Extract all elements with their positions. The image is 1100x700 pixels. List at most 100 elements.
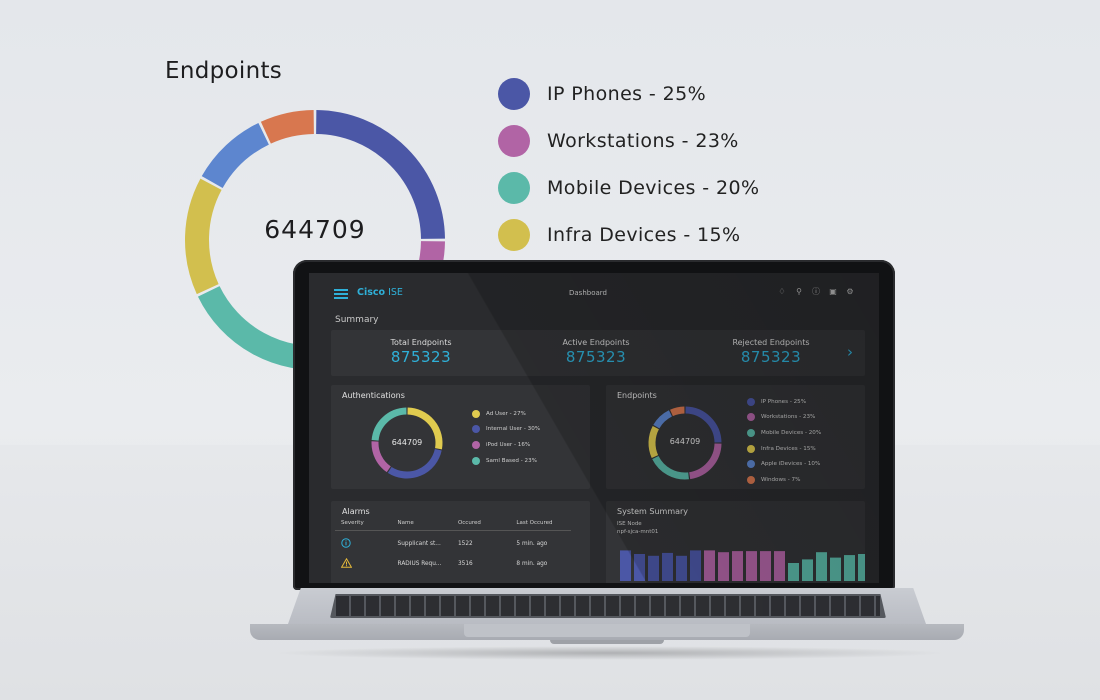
alarms-table-header: Severity Name Occured Last Occured (335, 520, 571, 531)
legend-dot (747, 428, 755, 437)
laptop-screen: Cisco ISE Dashboard ♢ ⚲ ⓘ ▣ ⚙ Summary To… (309, 273, 879, 583)
hero-donut-slice (201, 122, 270, 189)
endpoints-donut-chart (648, 406, 722, 480)
endpoints-donut-slice (653, 410, 673, 429)
system-summary-bar (662, 552, 673, 581)
legend-dot (472, 425, 480, 434)
system-summary-bar (732, 551, 743, 581)
legend-item: Saml Based - 23% (472, 456, 540, 465)
alarm-last-occured: 8 min. ago (516, 561, 548, 567)
laptop-lip (550, 640, 664, 644)
search-icon[interactable]: ⚲ (796, 287, 802, 296)
system-summary-bar (634, 554, 645, 581)
alarm-occured: 1522 (457, 541, 473, 547)
stat-active-endpoints[interactable]: Active Endpoints 875323 (536, 338, 656, 366)
column-header[interactable]: Severity (341, 520, 364, 526)
severity-cell (335, 557, 398, 570)
legend-dot (747, 444, 755, 453)
system-summary-bar (648, 555, 659, 581)
brand-logo[interactable]: Cisco ISE (357, 287, 403, 298)
legend-item: Apple iDevices - 10% (747, 460, 821, 469)
card-title: Alarms (342, 507, 370, 516)
hero-legend-label: Mobile Devices - 20% (547, 177, 760, 199)
system-summary-bar (774, 551, 785, 581)
trackpad (464, 624, 750, 637)
system-summary-bar (760, 551, 771, 581)
bell-icon[interactable]: ♢ (778, 287, 786, 296)
legend-item: Windows - 7% (747, 475, 821, 484)
legend-item: Workstations - 23% (747, 413, 821, 422)
endpoints-legend: IP Phones - 25% Workstations - 23% Mobil… (747, 397, 821, 491)
system-summary-bar (718, 552, 729, 581)
legend-label: iPod User - 16% (486, 441, 531, 448)
keyboard (330, 594, 886, 618)
legend-dot (498, 172, 530, 204)
hero-legend-label: IP Phones - 25% (547, 83, 707, 105)
stat-value: 875323 (390, 348, 452, 366)
legend-item: iPod User - 16% (472, 440, 540, 449)
image-icon[interactable]: ▣ (829, 287, 837, 296)
system-summary-bar (690, 550, 701, 581)
authentications-total: 644709 (391, 438, 423, 447)
severity-cell (335, 538, 398, 550)
legend-label: IP Phones - 25% (761, 398, 807, 405)
legend-label: Ad User - 27% (486, 410, 526, 417)
alarm-name: Supplicant st... (397, 541, 441, 547)
hero-donut-slice (185, 178, 222, 295)
stat-title: Total Endpoints (390, 338, 452, 347)
stat-title: Active Endpoints (562, 338, 630, 347)
system-summary-bar (830, 557, 841, 581)
legend-label: Saml Based - 23% (486, 457, 537, 464)
legend-item: Internal User - 30% (472, 425, 540, 434)
menu-icon[interactable] (334, 289, 348, 299)
summary-label: Summary (335, 315, 379, 325)
legend-label: Windows - 7% (761, 476, 801, 483)
table-row[interactable]: RADIUS Requ... 3516 8 min. ago (335, 557, 571, 570)
legend-label: Mobile Devices - 20% (761, 429, 822, 436)
legend-dot (472, 456, 480, 465)
stat-value: 875323 (740, 348, 802, 366)
hero-title: Endpoints (165, 58, 283, 84)
legend-dot (747, 460, 755, 469)
authentications-legend: Ad User - 27% Internal User - 30% iPod U… (472, 409, 540, 472)
hero-legend: IP Phones - 25% Workstations - 23% Mobil… (498, 78, 759, 266)
system-summary-bar-chart (620, 550, 865, 581)
system-summary-bar (802, 559, 813, 581)
hero-legend-label: Workstations - 23% (547, 130, 739, 152)
authentications-card: Authentications 644709 Ad User - 27% Int… (331, 385, 590, 489)
hero-legend-item: IP Phones - 25% (498, 78, 759, 110)
endpoints-total: 644709 (669, 437, 701, 446)
chevron-right-icon[interactable]: › (847, 343, 853, 361)
node-name: npf-sjca-mnt01 (617, 529, 659, 535)
system-summary-bar (788, 563, 799, 581)
legend-dot (498, 219, 530, 251)
hero-legend-label: Infra Devices - 15% (547, 224, 741, 246)
legend-label: Infra Devices - 15% (761, 445, 816, 452)
legend-item: IP Phones - 25% (747, 397, 821, 406)
legend-dot (472, 440, 480, 449)
column-header[interactable]: Last Occured (516, 520, 553, 526)
auth-donut-slice (407, 407, 443, 450)
legend-dot (747, 413, 755, 422)
toolbar-icons: ♢ ⚲ ⓘ ▣ ⚙ (777, 287, 855, 297)
system-summary-bar (746, 551, 757, 581)
stat-rejected-endpoints[interactable]: Rejected Endpoints 875323 (711, 338, 831, 366)
laptop-shadow (270, 646, 950, 660)
info-icon[interactable]: ⓘ (812, 287, 820, 296)
endpoints-donut-slice (648, 425, 659, 458)
gear-icon[interactable]: ⚙ (846, 287, 854, 296)
column-header[interactable]: Name (397, 520, 414, 526)
info-icon (341, 538, 351, 548)
hero-donut-slice (260, 110, 315, 144)
column-header[interactable]: Occured (457, 520, 481, 526)
table-row[interactable]: Supplicant st... 1522 5 min. ago (335, 538, 571, 550)
system-summary-card: System Summary ISE Node npf-sjca-mnt01 (606, 501, 865, 583)
top-bar: Cisco ISE Dashboard ♢ ⚲ ⓘ ▣ ⚙ (309, 273, 879, 313)
card-title: System Summary (617, 507, 689, 516)
card-title: Authentications (342, 391, 405, 400)
stat-total-endpoints[interactable]: Total Endpoints 875323 (361, 338, 481, 366)
hero-total: 644709 (264, 215, 366, 244)
summary-card: Total Endpoints 875323 Active Endpoints … (331, 330, 865, 376)
legend-dot (472, 409, 480, 418)
hero-legend-item: Infra Devices - 15% (498, 219, 759, 251)
